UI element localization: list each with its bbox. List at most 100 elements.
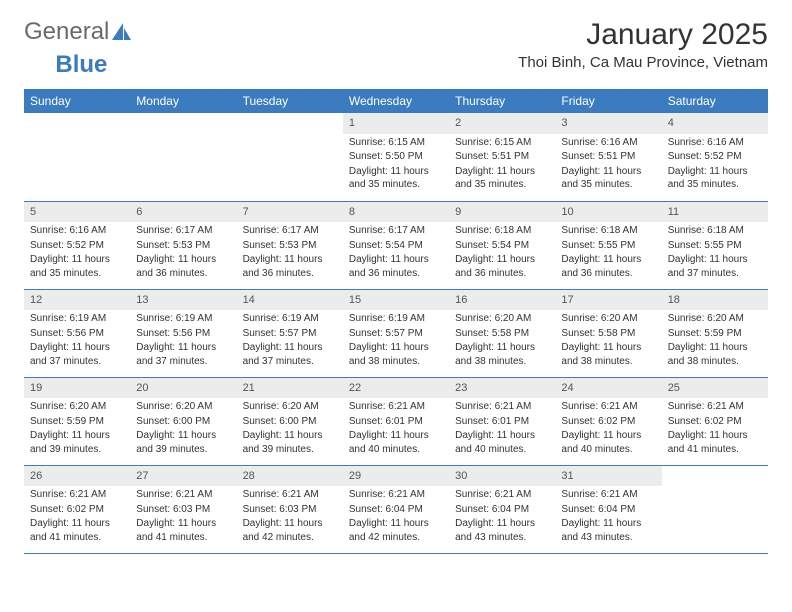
sunset-text: Sunset: 5:53 PM bbox=[136, 239, 230, 253]
day-details: Sunrise: 6:20 AMSunset: 5:58 PMDaylight:… bbox=[555, 310, 661, 373]
day-number: 6 bbox=[130, 202, 236, 223]
calendar-cell: 16Sunrise: 6:20 AMSunset: 5:58 PMDayligh… bbox=[449, 289, 555, 377]
sunrise-text: Sunrise: 6:21 AM bbox=[136, 488, 230, 502]
location-text: Thoi Binh, Ca Mau Province, Vietnam bbox=[518, 54, 768, 71]
day-details: Sunrise: 6:19 AMSunset: 5:57 PMDaylight:… bbox=[343, 310, 449, 373]
day-details: Sunrise: 6:17 AMSunset: 5:53 PMDaylight:… bbox=[130, 222, 236, 285]
calendar-cell: 19Sunrise: 6:20 AMSunset: 5:59 PMDayligh… bbox=[24, 377, 130, 465]
calendar-cell: 26Sunrise: 6:21 AMSunset: 6:02 PMDayligh… bbox=[24, 465, 130, 553]
day-details: Sunrise: 6:19 AMSunset: 5:57 PMDaylight:… bbox=[237, 310, 343, 373]
day-number: 2 bbox=[449, 113, 555, 134]
sunset-text: Sunset: 6:03 PM bbox=[136, 503, 230, 517]
day-number: 28 bbox=[237, 466, 343, 487]
calendar-cell: 31Sunrise: 6:21 AMSunset: 6:04 PMDayligh… bbox=[555, 465, 661, 553]
day-details: Sunrise: 6:21 AMSunset: 6:03 PMDaylight:… bbox=[237, 486, 343, 549]
daylight-text: Daylight: 11 hours and 38 minutes. bbox=[561, 341, 655, 368]
day-details: Sunrise: 6:18 AMSunset: 5:55 PMDaylight:… bbox=[662, 222, 768, 285]
calendar-cell: 28Sunrise: 6:21 AMSunset: 6:03 PMDayligh… bbox=[237, 465, 343, 553]
day-details: Sunrise: 6:21 AMSunset: 6:01 PMDaylight:… bbox=[343, 398, 449, 461]
day-header: Thursday bbox=[449, 89, 555, 113]
daylight-text: Daylight: 11 hours and 35 minutes. bbox=[668, 165, 762, 192]
calendar-row: 26Sunrise: 6:21 AMSunset: 6:02 PMDayligh… bbox=[24, 465, 768, 553]
day-number: 14 bbox=[237, 290, 343, 311]
sunset-text: Sunset: 5:53 PM bbox=[243, 239, 337, 253]
sunset-text: Sunset: 5:54 PM bbox=[349, 239, 443, 253]
day-details: Sunrise: 6:16 AMSunset: 5:52 PMDaylight:… bbox=[24, 222, 130, 285]
daylight-text: Daylight: 11 hours and 40 minutes. bbox=[561, 429, 655, 456]
calendar-cell: 5Sunrise: 6:16 AMSunset: 5:52 PMDaylight… bbox=[24, 201, 130, 289]
day-header-row: SundayMondayTuesdayWednesdayThursdayFrid… bbox=[24, 89, 768, 113]
sunrise-text: Sunrise: 6:17 AM bbox=[349, 224, 443, 238]
calendar-cell: 27Sunrise: 6:21 AMSunset: 6:03 PMDayligh… bbox=[130, 465, 236, 553]
daylight-text: Daylight: 11 hours and 39 minutes. bbox=[243, 429, 337, 456]
day-number: 19 bbox=[24, 378, 130, 399]
sunrise-text: Sunrise: 6:17 AM bbox=[243, 224, 337, 238]
calendar-cell: 17Sunrise: 6:20 AMSunset: 5:58 PMDayligh… bbox=[555, 289, 661, 377]
daylight-text: Daylight: 11 hours and 38 minutes. bbox=[349, 341, 443, 368]
sunset-text: Sunset: 5:57 PM bbox=[349, 327, 443, 341]
daylight-text: Daylight: 11 hours and 40 minutes. bbox=[455, 429, 549, 456]
sunset-text: Sunset: 6:00 PM bbox=[136, 415, 230, 429]
day-number: 16 bbox=[449, 290, 555, 311]
calendar-cell: 18Sunrise: 6:20 AMSunset: 5:59 PMDayligh… bbox=[662, 289, 768, 377]
daylight-text: Daylight: 11 hours and 37 minutes. bbox=[243, 341, 337, 368]
sunrise-text: Sunrise: 6:21 AM bbox=[30, 488, 124, 502]
day-details: Sunrise: 6:20 AMSunset: 5:59 PMDaylight:… bbox=[24, 398, 130, 461]
daylight-text: Daylight: 11 hours and 37 minutes. bbox=[668, 253, 762, 280]
day-details: Sunrise: 6:21 AMSunset: 6:02 PMDaylight:… bbox=[24, 486, 130, 549]
sunset-text: Sunset: 6:00 PM bbox=[243, 415, 337, 429]
day-number: 9 bbox=[449, 202, 555, 223]
day-details: Sunrise: 6:20 AMSunset: 6:00 PMDaylight:… bbox=[237, 398, 343, 461]
daylight-text: Daylight: 11 hours and 37 minutes. bbox=[30, 341, 124, 368]
day-details: Sunrise: 6:19 AMSunset: 5:56 PMDaylight:… bbox=[130, 310, 236, 373]
sunrise-text: Sunrise: 6:19 AM bbox=[30, 312, 124, 326]
daylight-text: Daylight: 11 hours and 42 minutes. bbox=[243, 517, 337, 544]
day-details: Sunrise: 6:17 AMSunset: 5:53 PMDaylight:… bbox=[237, 222, 343, 285]
calendar-cell: 6Sunrise: 6:17 AMSunset: 5:53 PMDaylight… bbox=[130, 201, 236, 289]
sunrise-text: Sunrise: 6:16 AM bbox=[30, 224, 124, 238]
sunrise-text: Sunrise: 6:21 AM bbox=[243, 488, 337, 502]
day-number: 8 bbox=[343, 202, 449, 223]
day-header: Monday bbox=[130, 89, 236, 113]
day-number: 5 bbox=[24, 202, 130, 223]
day-number: 23 bbox=[449, 378, 555, 399]
sunrise-text: Sunrise: 6:20 AM bbox=[668, 312, 762, 326]
day-details: Sunrise: 6:20 AMSunset: 6:00 PMDaylight:… bbox=[130, 398, 236, 461]
day-number: 22 bbox=[343, 378, 449, 399]
sunset-text: Sunset: 5:51 PM bbox=[455, 150, 549, 164]
sunrise-text: Sunrise: 6:20 AM bbox=[30, 400, 124, 414]
daylight-text: Daylight: 11 hours and 43 minutes. bbox=[561, 517, 655, 544]
calendar-cell: 20Sunrise: 6:20 AMSunset: 6:00 PMDayligh… bbox=[130, 377, 236, 465]
day-number: 15 bbox=[343, 290, 449, 311]
calendar-cell: 11Sunrise: 6:18 AMSunset: 5:55 PMDayligh… bbox=[662, 201, 768, 289]
month-title: January 2025 bbox=[518, 18, 768, 52]
calendar-table: SundayMondayTuesdayWednesdayThursdayFrid… bbox=[24, 89, 768, 554]
sunset-text: Sunset: 5:54 PM bbox=[455, 239, 549, 253]
sunset-text: Sunset: 5:56 PM bbox=[136, 327, 230, 341]
daylight-text: Daylight: 11 hours and 35 minutes. bbox=[30, 253, 124, 280]
day-number: 20 bbox=[130, 378, 236, 399]
sunrise-text: Sunrise: 6:21 AM bbox=[455, 400, 549, 414]
sunrise-text: Sunrise: 6:16 AM bbox=[561, 136, 655, 150]
sunset-text: Sunset: 6:02 PM bbox=[668, 415, 762, 429]
calendar-cell: 2Sunrise: 6:15 AMSunset: 5:51 PMDaylight… bbox=[449, 113, 555, 201]
day-number: 4 bbox=[662, 113, 768, 134]
daylight-text: Daylight: 11 hours and 43 minutes. bbox=[455, 517, 549, 544]
calendar-cell: 13Sunrise: 6:19 AMSunset: 5:56 PMDayligh… bbox=[130, 289, 236, 377]
calendar-cell: 30Sunrise: 6:21 AMSunset: 6:04 PMDayligh… bbox=[449, 465, 555, 553]
sunrise-text: Sunrise: 6:20 AM bbox=[561, 312, 655, 326]
day-number: 1 bbox=[343, 113, 449, 134]
day-number: 30 bbox=[449, 466, 555, 487]
day-number: 3 bbox=[555, 113, 661, 134]
day-number: 21 bbox=[237, 378, 343, 399]
title-block: January 2025 Thoi Binh, Ca Mau Province,… bbox=[518, 18, 768, 71]
sunrise-text: Sunrise: 6:21 AM bbox=[668, 400, 762, 414]
day-number: 11 bbox=[662, 202, 768, 223]
day-number: 17 bbox=[555, 290, 661, 311]
day-details: Sunrise: 6:21 AMSunset: 6:04 PMDaylight:… bbox=[555, 486, 661, 549]
sunset-text: Sunset: 6:01 PM bbox=[349, 415, 443, 429]
calendar-cell: 3Sunrise: 6:16 AMSunset: 5:51 PMDaylight… bbox=[555, 113, 661, 201]
calendar-cell: 10Sunrise: 6:18 AMSunset: 5:55 PMDayligh… bbox=[555, 201, 661, 289]
sunset-text: Sunset: 6:04 PM bbox=[561, 503, 655, 517]
sunrise-text: Sunrise: 6:21 AM bbox=[561, 488, 655, 502]
